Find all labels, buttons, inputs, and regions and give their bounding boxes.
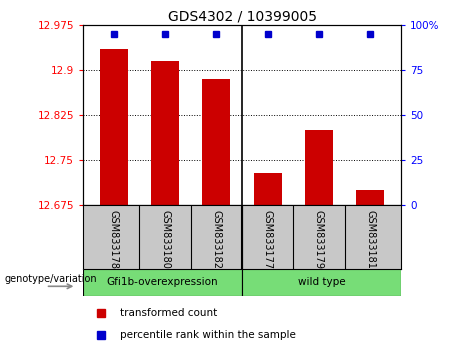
Bar [151, 61, 179, 205]
Text: GSM833178: GSM833178 [109, 210, 119, 269]
Bar [100, 49, 128, 205]
Text: percentile rank within the sample: percentile rank within the sample [120, 330, 296, 340]
Text: GSM833177: GSM833177 [263, 210, 272, 269]
Bar [305, 130, 333, 205]
Text: GSM833182: GSM833182 [212, 210, 221, 269]
Bar [83, 269, 242, 296]
Bar [356, 190, 384, 205]
Bar [242, 269, 401, 296]
Text: GSM833179: GSM833179 [314, 210, 324, 269]
Text: Gfi1b-overexpression: Gfi1b-overexpression [106, 277, 219, 287]
Bar [254, 173, 282, 205]
Text: transformed count: transformed count [120, 308, 217, 318]
Text: wild type: wild type [298, 277, 345, 287]
Text: GSM833181: GSM833181 [365, 210, 375, 269]
Bar [202, 79, 230, 205]
Text: GSM833180: GSM833180 [160, 210, 170, 269]
Title: GDS4302 / 10399005: GDS4302 / 10399005 [167, 10, 317, 24]
Text: genotype/variation: genotype/variation [4, 274, 97, 284]
